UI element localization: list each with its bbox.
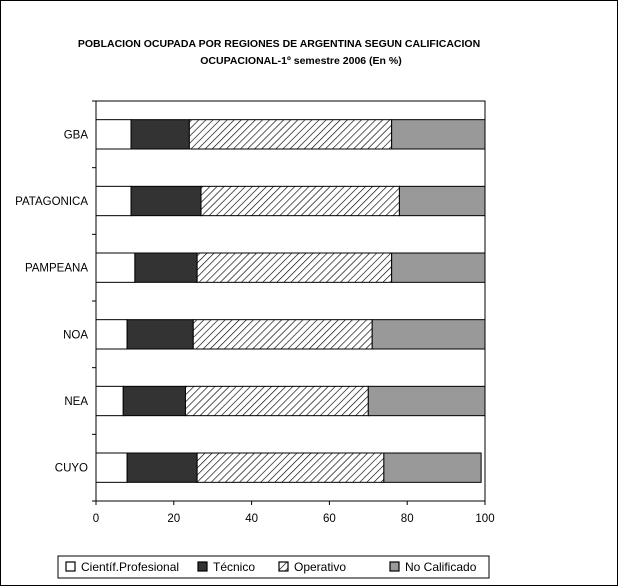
legend-swatch (197, 561, 208, 572)
y-tick-label: PATAGONICA (15, 196, 88, 208)
bar-segment-noa-1 (95, 319, 128, 350)
y-tick-label: NOA (63, 329, 88, 341)
bar-segment-pampeana-4 (391, 252, 486, 283)
bar-segment-nea-3 (184, 385, 369, 417)
y-tick-label: PAMPEANA (25, 263, 88, 275)
bar-segment-patagonica-3 (200, 185, 400, 217)
legend-label: Operativo (294, 560, 346, 574)
x-tick-label: 40 (245, 513, 258, 525)
bar-segment-gba-4 (391, 119, 486, 150)
x-tick-label: 100 (475, 513, 494, 525)
x-tick-label: 80 (401, 513, 414, 525)
y-tick-label: NEA (64, 396, 88, 408)
bar-segment-patagonica-4 (398, 185, 486, 217)
bar-segment-nea-1 (95, 385, 124, 417)
legend: Científ.Profesional Técnico Operativo No Ca… (57, 555, 490, 579)
bar-segment-pampeana-3 (196, 252, 393, 283)
legend-label: Científ.Profesional (81, 560, 179, 574)
bar-segment-noa-3 (192, 319, 373, 350)
x-tick-label: 0 (93, 513, 99, 525)
bar-segment-patagonica-2 (130, 185, 202, 217)
bar-segment-pampeana-1 (95, 252, 136, 283)
legend-swatch (389, 561, 400, 572)
legend-label: Técnico (213, 560, 255, 574)
legend-swatch (278, 561, 289, 572)
bar-segment-cuyo-1 (95, 452, 128, 483)
y-tick-label: GBA (64, 129, 89, 141)
bar-segment-cuyo-4 (383, 452, 482, 483)
y-tick-label: CUYO (55, 463, 88, 475)
bar-segment-pampeana-2 (134, 252, 198, 283)
x-tick-label: 20 (167, 513, 180, 525)
x-tick-label: 60 (323, 513, 336, 525)
legend-box (57, 555, 490, 579)
bar-segment-noa-2 (126, 319, 194, 350)
legend-label: No Calificado (405, 560, 477, 574)
bar-segment-patagonica-1 (95, 185, 132, 217)
bar-segment-gba-3 (188, 119, 393, 150)
bar-segment-gba-2 (130, 119, 190, 150)
plot-area-border (95, 100, 486, 502)
bar-segment-gba-1 (95, 119, 132, 150)
chart-title-line-1: POBLACION OCUPADA POR REGIONES DE ARGENT… (77, 38, 481, 50)
bar-segment-cuyo-2 (126, 452, 198, 483)
chart-title-line-2: OCUPACIONAL-1º semestre 2006 (En %) (200, 55, 402, 67)
bar-segment-cuyo-3 (196, 452, 385, 483)
plot-area: GBA PATAGONICA PAMPEANA NOA NEA CUYO 0 20 40 60 80… (15, 100, 495, 525)
bar-segment-nea-4 (367, 385, 486, 417)
legend-swatch (65, 561, 76, 572)
bar-segment-noa-4 (371, 319, 486, 350)
bar-segment-nea-2 (122, 385, 186, 417)
